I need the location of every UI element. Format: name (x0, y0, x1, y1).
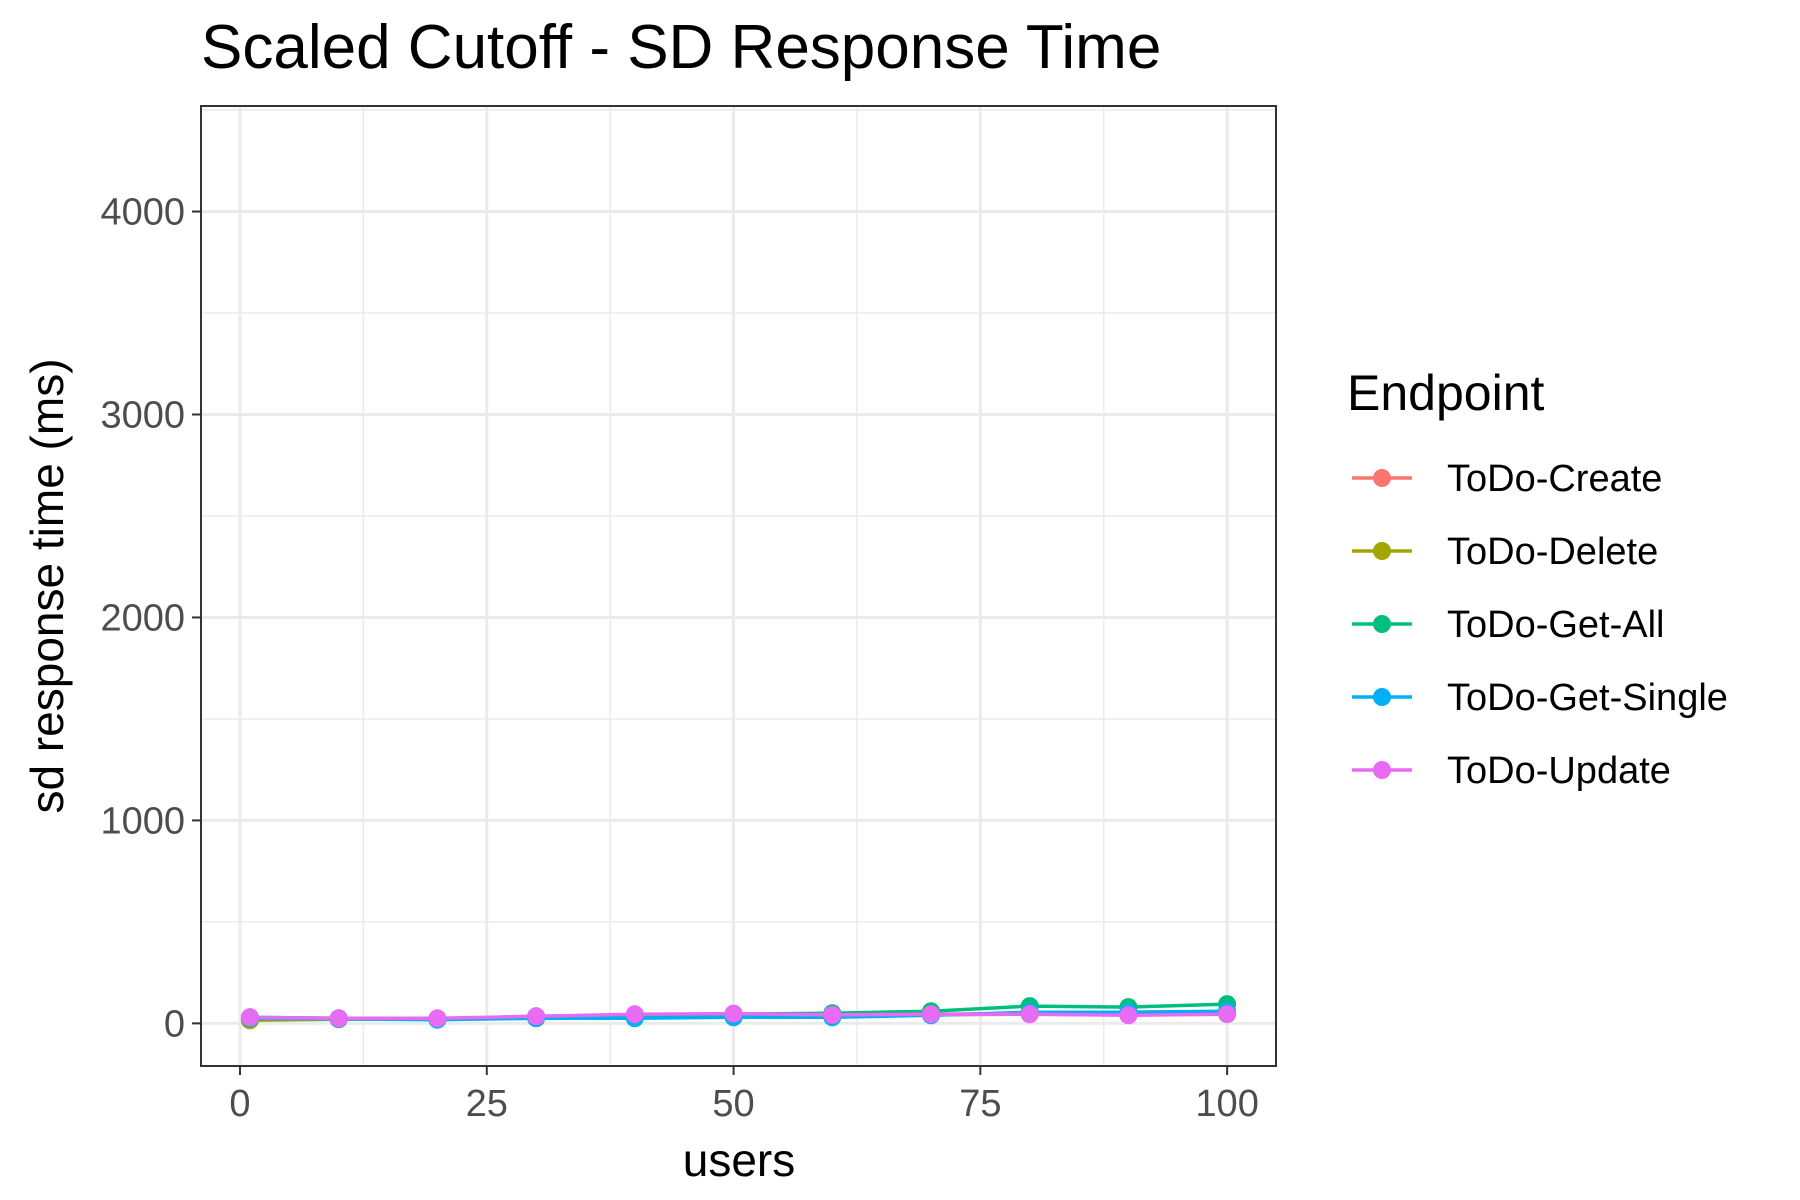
x-tick-label: 75 (959, 1083, 1001, 1125)
data-point-todo-update (527, 1007, 546, 1026)
legend-key-point-todo-get-single (1373, 688, 1391, 706)
x-tick-label: 0 (229, 1083, 250, 1125)
legend: Endpoint ToDo-Create ToDo-Delete ToDo-Get-… (1347, 365, 1728, 792)
legend-label-todo-create: ToDo-Create (1447, 458, 1662, 500)
data-point-todo-update (724, 1004, 743, 1023)
legend-label-todo-get-all: ToDo-Get-All (1447, 604, 1665, 646)
x-tick-label: 25 (466, 1083, 508, 1125)
x-axis-title: users (683, 1134, 795, 1186)
panel-border (200, 105, 1277, 1067)
data-point-todo-update (922, 1005, 940, 1024)
x-tick-label: 50 (712, 1083, 754, 1125)
data-point-todo-update (428, 1009, 447, 1028)
plot-area: 0 1000 2000 3000 4000 0 25 50 75 100 (100, 105, 1277, 1125)
legend-key-point-todo-delete (1373, 542, 1391, 560)
data-point-todo-update (329, 1009, 348, 1028)
chart-title: Scaled Cutoff - SD Response Time (201, 13, 1161, 82)
legend-label-todo-delete: ToDo-Delete (1447, 531, 1658, 573)
y-tick-label: 0 (164, 1003, 185, 1045)
data-point-todo-update (1119, 1006, 1138, 1025)
data-point-todo-update (1218, 1005, 1237, 1024)
data-point-todo-update (240, 1008, 259, 1027)
y-tick-label: 3000 (100, 394, 185, 436)
legend-key-point-todo-update (1373, 761, 1391, 779)
y-axis-title: sd response time (ms) (21, 358, 73, 813)
data-point-todo-update (823, 1005, 842, 1024)
data-point-todo-update (625, 1005, 644, 1024)
y-tick-label: 2000 (100, 597, 185, 639)
y-tick-label: 4000 (100, 192, 185, 234)
y-tick-label: 1000 (100, 800, 185, 842)
panel-background (201, 106, 1276, 1066)
legend-key-point-todo-get-all (1373, 615, 1391, 633)
legend-key-point-todo-create (1373, 469, 1391, 487)
x-tick-label: 100 (1195, 1083, 1258, 1125)
legend-title: Endpoint (1347, 365, 1544, 421)
legend-label-todo-update: ToDo-Update (1447, 750, 1671, 792)
legend-label-todo-get-single: ToDo-Get-Single (1447, 677, 1728, 719)
data-point-todo-update (1020, 1005, 1039, 1024)
